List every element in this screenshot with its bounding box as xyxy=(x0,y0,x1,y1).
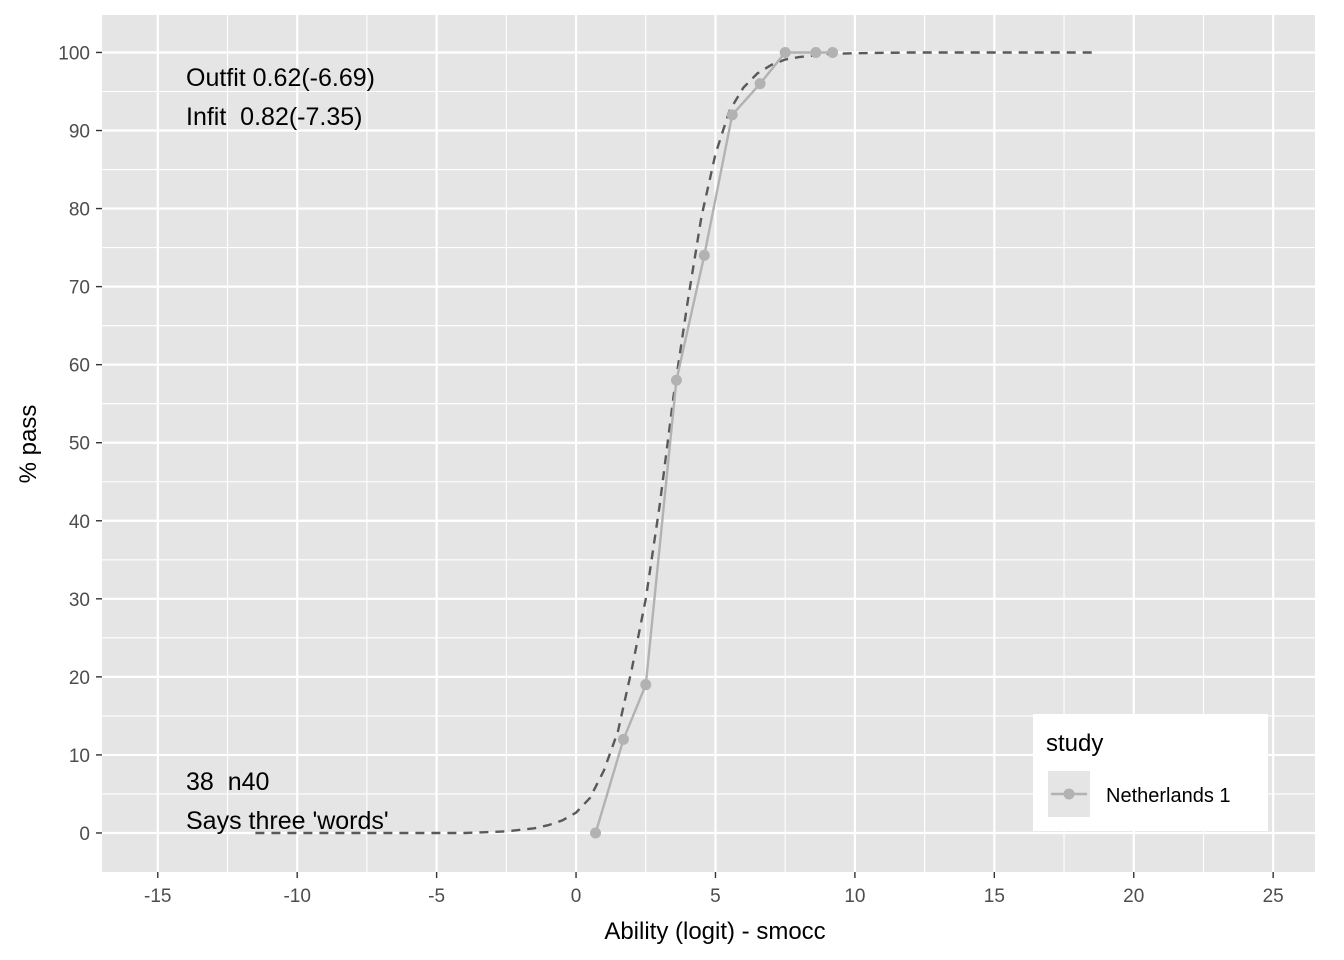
y-axis-title: % pass xyxy=(15,405,42,484)
model-curve xyxy=(255,51,1092,835)
data-point xyxy=(779,46,791,58)
y-tick-label: 70 xyxy=(69,278,90,299)
y-tick-label: 40 xyxy=(69,512,90,533)
x-tick-label: -10 xyxy=(283,886,310,907)
x-axis: -15 -10 -5 0 5 10 15 20 25 xyxy=(144,872,1284,907)
annotation-outfit: Outfit 0.62(-6.69) xyxy=(186,64,375,92)
data-point xyxy=(640,679,652,691)
data-point xyxy=(698,249,710,261)
data-point xyxy=(726,109,738,121)
data-point xyxy=(810,46,822,58)
observed-points xyxy=(590,46,839,839)
x-tick-label: 15 xyxy=(984,886,1005,907)
y-tick-label: 90 xyxy=(69,122,90,143)
y-tick-label: 0 xyxy=(79,824,90,845)
x-tick-label: 10 xyxy=(844,886,865,907)
data-point xyxy=(670,374,682,386)
x-tick-label: -5 xyxy=(428,886,445,907)
y-tick-label: 60 xyxy=(69,356,90,377)
x-tick-label: -15 xyxy=(144,886,171,907)
y-tick-label: 20 xyxy=(69,668,90,689)
x-tick-label: 25 xyxy=(1263,886,1284,907)
x-tick-label: 20 xyxy=(1123,886,1144,907)
y-tick-label: 10 xyxy=(69,746,90,767)
data-point xyxy=(590,827,602,839)
data-point xyxy=(617,733,629,745)
y-tick-label: 50 xyxy=(69,434,90,455)
y-tick-label: 100 xyxy=(58,43,90,64)
y-axis: 0 10 20 30 40 50 60 70 80 90 100 xyxy=(58,43,102,845)
legend-key-point xyxy=(1063,788,1075,800)
x-tick-label: 0 xyxy=(571,886,582,907)
x-tick-label: 5 xyxy=(710,886,721,907)
legend-title: study xyxy=(1046,730,1103,757)
x-axis-title: Ability (logit) - smocc xyxy=(604,918,825,945)
annotation-item-label: Says three 'words' xyxy=(186,807,389,835)
data-point xyxy=(754,78,766,90)
annotation-item-number: 38 n40 xyxy=(186,768,269,796)
legend: study Netherlands 1 xyxy=(1033,714,1268,831)
data-point xyxy=(827,46,839,58)
legend-label-netherlands-1: Netherlands 1 xyxy=(1106,785,1231,807)
y-tick-label: 30 xyxy=(69,590,90,611)
observed-line xyxy=(594,51,833,834)
annotation-infit: Infit 0.82(-7.35) xyxy=(186,103,362,131)
y-tick-label: 80 xyxy=(69,200,90,221)
